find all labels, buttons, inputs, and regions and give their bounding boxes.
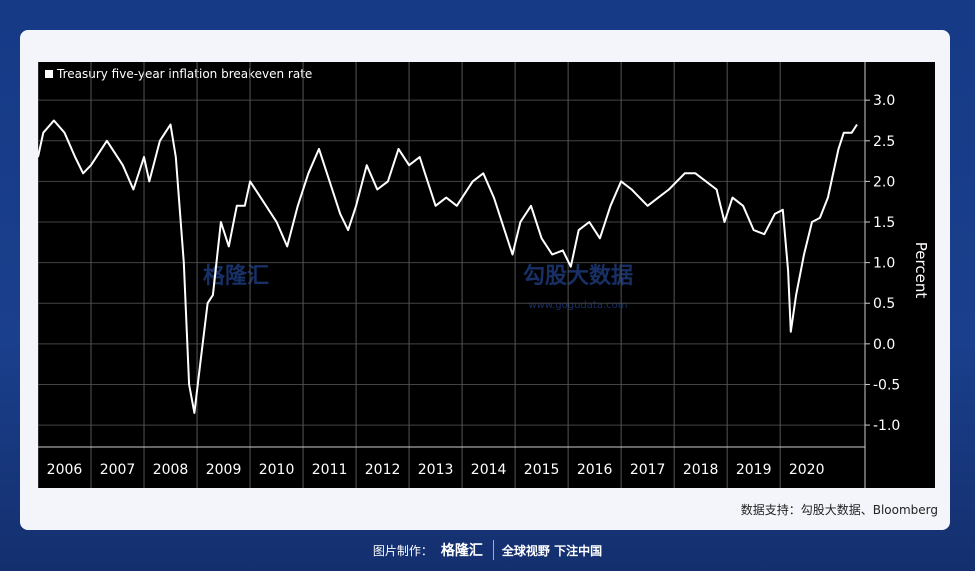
watermark-brand: 格隆汇 (203, 263, 269, 289)
legend-label: Treasury five-year inflation breakeven r… (56, 67, 312, 81)
y-axis-label: Percent (912, 242, 930, 299)
x-tick-label: 2008 (153, 462, 189, 478)
x-tick-label: 2011 (312, 462, 348, 478)
x-tick-label: 2016 (577, 462, 613, 478)
y-tick-label: 2.0 (873, 174, 895, 190)
chart: 格隆汇 勾股大数据 www.gogudata.com Treasury five… (38, 62, 935, 488)
x-tick-label: 2012 (365, 462, 401, 478)
x-tick-label: 2009 (206, 462, 242, 478)
x-tick-label: 2006 (47, 462, 83, 478)
y-tick-label: 3.0 (873, 93, 895, 109)
x-tick-label: 2013 (418, 462, 454, 478)
x-tick-label: 2018 (683, 462, 719, 478)
footer-logo: 格隆汇 (441, 540, 494, 560)
x-tick-label: 2017 (630, 462, 666, 478)
x-tick-label: 2015 (524, 462, 560, 478)
chart-background (38, 62, 935, 488)
y-tick-label: 2.5 (873, 134, 895, 150)
y-tick-label: 0.0 (873, 337, 895, 353)
x-tick-label: 2010 (259, 462, 295, 478)
x-tick-label: 2014 (471, 462, 507, 478)
watermark-url: www.gogudata.com (528, 300, 627, 311)
x-tick-label: 2007 (100, 462, 136, 478)
source: 数据支持：勾股大数据、Bloomberg (740, 503, 938, 517)
y-tick-label: -1.0 (873, 418, 900, 434)
legend-swatch (45, 70, 53, 78)
footer-slogan: 全球视野 下注中国 (501, 543, 603, 558)
footer-label: 图片制作： (372, 543, 433, 558)
y-tick-label: -0.5 (873, 377, 900, 393)
footer: 图片制作： 格隆汇 全球视野 下注中国 (0, 538, 975, 562)
y-tick-label: 1.0 (873, 256, 895, 272)
watermark-partner: 勾股大数据 (523, 263, 633, 289)
series-line (38, 119, 858, 414)
y-tick-label: 0.5 (873, 296, 895, 312)
x-tick-label: 2019 (736, 462, 772, 478)
x-tick-label: 2020 (789, 462, 825, 478)
y-tick-label: 1.5 (873, 215, 895, 231)
